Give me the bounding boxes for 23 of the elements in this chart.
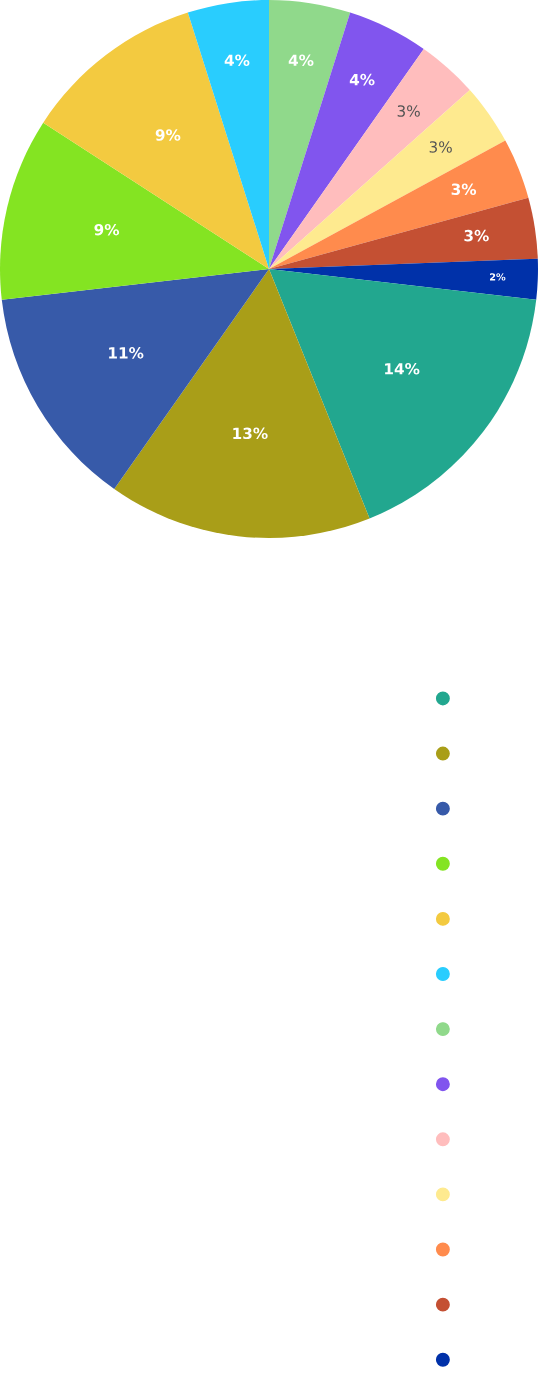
data-label: 3%	[451, 183, 477, 195]
pie-slice	[0, 122, 269, 300]
data-label: 3%	[429, 141, 452, 153]
pie-slice	[187, 0, 269, 269]
pie-slice	[1, 269, 269, 490]
pie-slice	[269, 0, 351, 269]
data-label: 13%	[233, 427, 268, 440]
data-label: 4%	[288, 54, 314, 67]
pie-slice	[269, 140, 529, 269]
data-label: 9%	[94, 223, 120, 236]
pie-slice	[43, 12, 269, 269]
pie-slice	[269, 269, 537, 519]
pie-slice	[269, 197, 538, 269]
data-label: 11%	[109, 347, 144, 359]
pie-slice	[269, 90, 506, 269]
data-label: 14%	[385, 362, 420, 375]
data-label: 4%	[224, 54, 250, 67]
data-label: 9%	[155, 129, 181, 141]
data-label: 3%	[464, 229, 489, 242]
pie-slice	[269, 12, 424, 269]
data-label: 4%	[349, 73, 375, 86]
data-label: 2%	[490, 273, 506, 281]
data-label: 3%	[397, 105, 420, 117]
